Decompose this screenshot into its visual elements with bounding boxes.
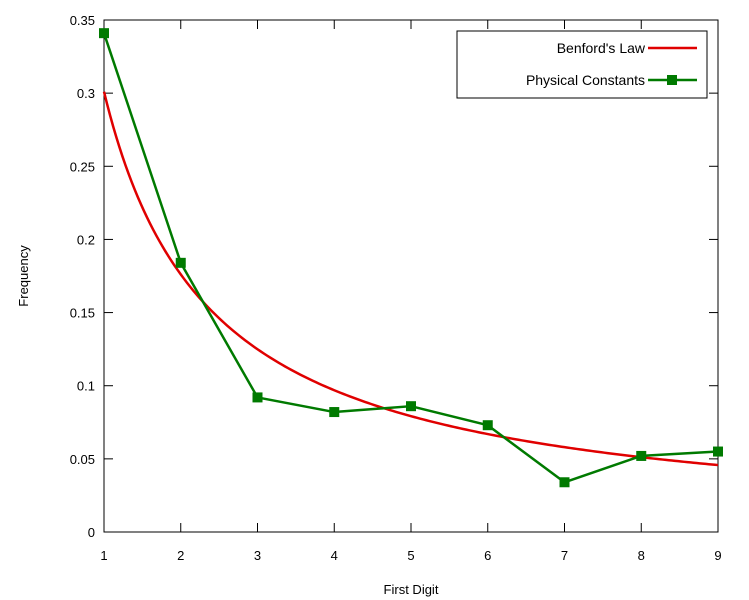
x-tick-label: 2 — [177, 548, 184, 563]
data-point-physical-constants — [406, 401, 416, 412]
x-tick-label: 9 — [714, 548, 721, 563]
legend-box — [456, 30, 708, 99]
x-axis-ticks: 1 2 3 4 5 6 7 8 9 — [100, 20, 722, 563]
legend-label-physical: Physical Constants — [526, 72, 645, 88]
y-axis-label: Frequency — [16, 245, 31, 307]
x-tick-label: 6 — [484, 548, 491, 563]
legend-marker-physical — [667, 75, 677, 85]
legend: Benford's Law Physical Constants — [456, 30, 708, 99]
y-tick-label: 0.25 — [70, 159, 95, 174]
y-tick-label: 0.15 — [70, 306, 95, 321]
y-axis-ticks: 0 0.05 0.1 0.15 0.2 0.25 0.3 0.35 — [70, 13, 718, 540]
x-tick-label: 4 — [331, 548, 338, 563]
data-point-physical-constants — [175, 257, 186, 268]
y-tick-label: 0.3 — [77, 86, 95, 101]
y-tick-label: 0.1 — [77, 379, 95, 394]
data-point-physical-constants — [329, 407, 340, 418]
series-layer — [99, 28, 723, 488]
y-tick-label: 0.05 — [70, 452, 95, 467]
data-point-physical-constants — [482, 420, 493, 431]
x-tick-label: 7 — [561, 548, 568, 563]
y-tick-label: 0.35 — [70, 13, 95, 28]
x-tick-label: 1 — [100, 548, 107, 563]
x-axis-label: First Digit — [384, 582, 439, 597]
data-point-physical-constants — [252, 392, 263, 403]
data-point-physical-constants — [99, 28, 109, 39]
y-tick-label: 0 — [88, 525, 95, 540]
x-tick-label: 3 — [254, 548, 261, 563]
legend-label-benford: Benford's Law — [557, 40, 646, 56]
x-tick-label: 5 — [407, 548, 414, 563]
y-tick-label: 0.2 — [77, 232, 95, 247]
x-tick-label: 8 — [638, 548, 645, 563]
data-point-physical-constants — [713, 446, 723, 457]
data-point-physical-constants — [636, 450, 647, 461]
data-point-physical-constants — [559, 477, 570, 488]
